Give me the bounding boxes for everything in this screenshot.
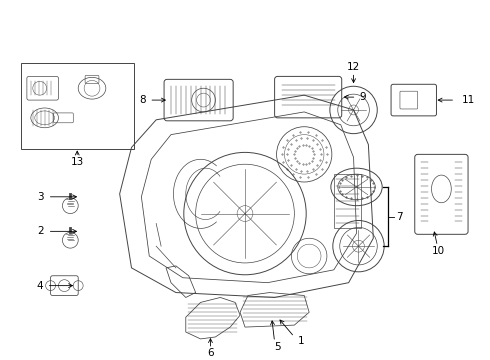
Text: 1: 1 [298, 336, 305, 346]
Text: 12: 12 [347, 62, 360, 72]
Text: 2: 2 [37, 226, 44, 237]
Text: 3: 3 [37, 192, 44, 202]
Bar [21, 63, 134, 149]
Text: 7: 7 [396, 212, 403, 221]
Text: 4: 4 [36, 281, 43, 291]
Text: 11: 11 [462, 95, 475, 105]
Text: 13: 13 [71, 157, 84, 167]
Text: 5: 5 [274, 342, 281, 352]
Text: 9: 9 [359, 92, 366, 102]
Text: 10: 10 [432, 246, 445, 256]
Text: 6: 6 [207, 348, 214, 358]
Text: 8: 8 [139, 95, 146, 105]
Bar [334, 174, 362, 228]
